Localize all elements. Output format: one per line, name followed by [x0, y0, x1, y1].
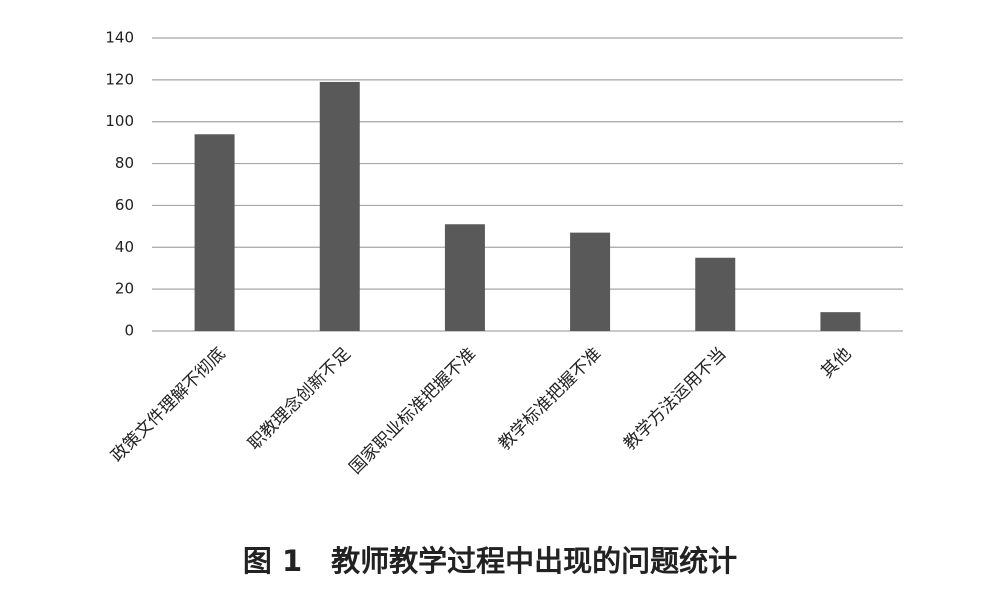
bar: [695, 257, 736, 331]
x-tick-label: 政策文件理解不彻底: [107, 344, 229, 466]
y-tick-label: 60: [115, 196, 134, 214]
y-tick-label: 20: [115, 280, 134, 298]
x-tick-label: 教学方法运用不当: [620, 344, 730, 454]
bar: [570, 232, 611, 331]
x-tick-label: 教学标准把握不准: [495, 344, 605, 454]
x-tick-label: 职教理念创新不足: [244, 343, 355, 454]
y-tick-label: 0: [124, 322, 134, 340]
bar: [444, 224, 485, 331]
y-tick-label: 40: [115, 238, 134, 256]
x-tick-label: 其他: [817, 344, 855, 382]
x-tick-label: 国家职业标准把握不准: [346, 344, 480, 478]
chart-title: 图 1 教师教学过程中出现的问题统计: [243, 544, 737, 578]
bar: [319, 81, 360, 331]
bar: [820, 312, 861, 331]
y-tick-label: 100: [105, 112, 134, 130]
bar: [194, 134, 235, 331]
y-tick-label: 140: [105, 29, 134, 47]
y-tick-label: 80: [115, 154, 134, 172]
y-tick-label: 120: [105, 70, 134, 88]
